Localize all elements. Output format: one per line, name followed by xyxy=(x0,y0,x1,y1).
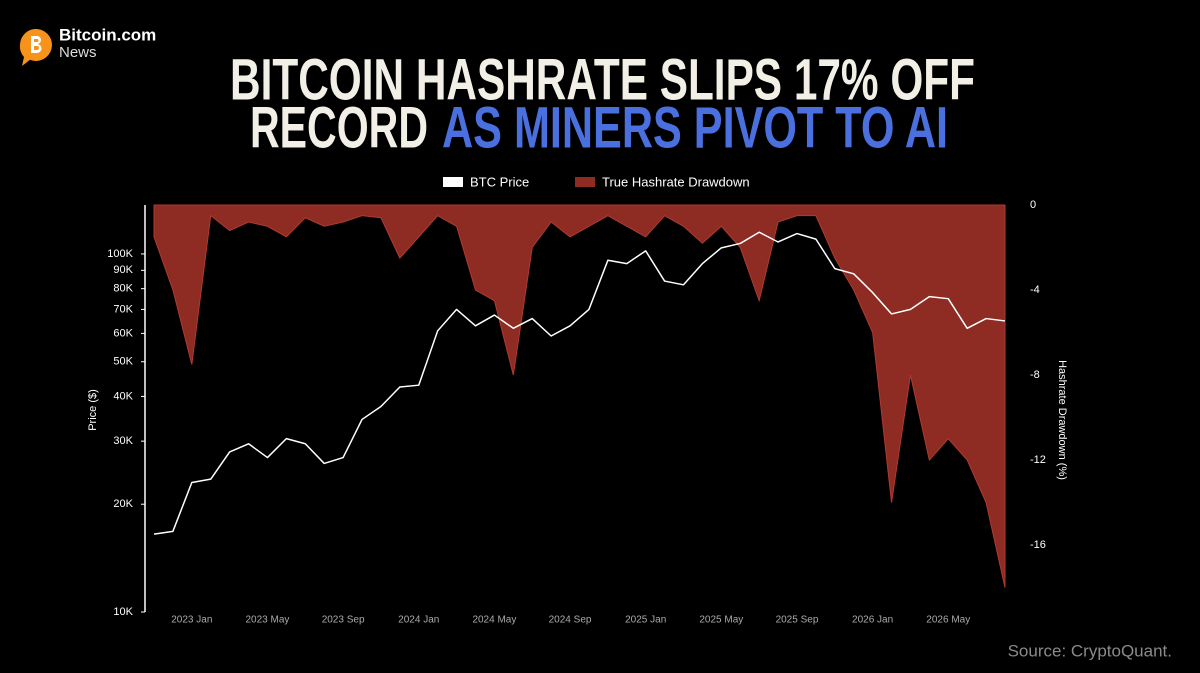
legend-label: True Hashrate Drawdown xyxy=(602,174,750,189)
brand-sub: News xyxy=(59,44,97,61)
y2-tick-label: -12 xyxy=(1030,454,1046,466)
y2-axis-title: Hashrate Drawdown (%) xyxy=(1056,360,1068,480)
source: Source: CryptoQuant. xyxy=(1008,641,1172,660)
y-tick-label: 70K xyxy=(113,303,133,315)
y-tick-label: 50K xyxy=(113,356,133,368)
y-tick-label: 90K xyxy=(113,264,133,276)
x-tick-label: 2023 Jan xyxy=(171,615,212,626)
headline-line1: BITCOIN HASHRATE SLIPS 17% OFF xyxy=(230,47,975,112)
y-tick-label: 10K xyxy=(113,606,133,618)
x-tick-label: 2025 Sep xyxy=(776,615,819,626)
drawdown-area xyxy=(153,204,1006,588)
logo: Bitcoin.com News xyxy=(19,25,156,66)
y-tick-label: 80K xyxy=(113,283,133,295)
price-line xyxy=(153,231,1006,535)
headline-line2: RECORD xyxy=(250,95,428,160)
y2-tick-label: 0 xyxy=(1030,199,1036,211)
y-tick-label: 30K xyxy=(113,435,133,447)
legend-swatch xyxy=(575,177,595,187)
x-tick-label: 2023 Sep xyxy=(322,615,365,626)
y2-tick-label: -8 xyxy=(1030,369,1040,381)
x-tick-label: 2024 Sep xyxy=(549,615,592,626)
y2-tick-label: -16 xyxy=(1030,539,1046,551)
x-tick-label: 2026 May xyxy=(926,615,970,626)
y-tick-label: 20K xyxy=(113,498,133,510)
y-tick-label: 100K xyxy=(107,248,133,260)
plot: 10K 20K 30K 40K 50K 60K 70K 80K 90K 100K 0 -4 -8 -12 -… xyxy=(107,174,1046,625)
x-tick-label: 2023 May xyxy=(246,615,290,626)
y-tick-label: 40K xyxy=(113,390,133,402)
y-tick-label: 60K xyxy=(113,327,133,339)
logo-icon xyxy=(19,28,52,66)
x-tick-label: 2025 Jan xyxy=(625,615,666,626)
x-tick-label: 2024 Jan xyxy=(398,615,439,626)
legend-label: BTC Price xyxy=(470,174,529,189)
y-axis-title: Price ($) xyxy=(87,389,99,431)
headline-highlight: AS MINERS PIVOT TO AI xyxy=(442,95,948,160)
y2-tick-label: -4 xyxy=(1030,284,1040,296)
x-tick-label: 2025 May xyxy=(699,615,743,626)
x-tick-label: 2026 Jan xyxy=(852,615,893,626)
x-tick-label: 2024 May xyxy=(472,615,516,626)
legend-swatch xyxy=(443,177,463,187)
logo-mark xyxy=(31,36,42,53)
brand-name: Bitcoin.com xyxy=(59,25,156,44)
